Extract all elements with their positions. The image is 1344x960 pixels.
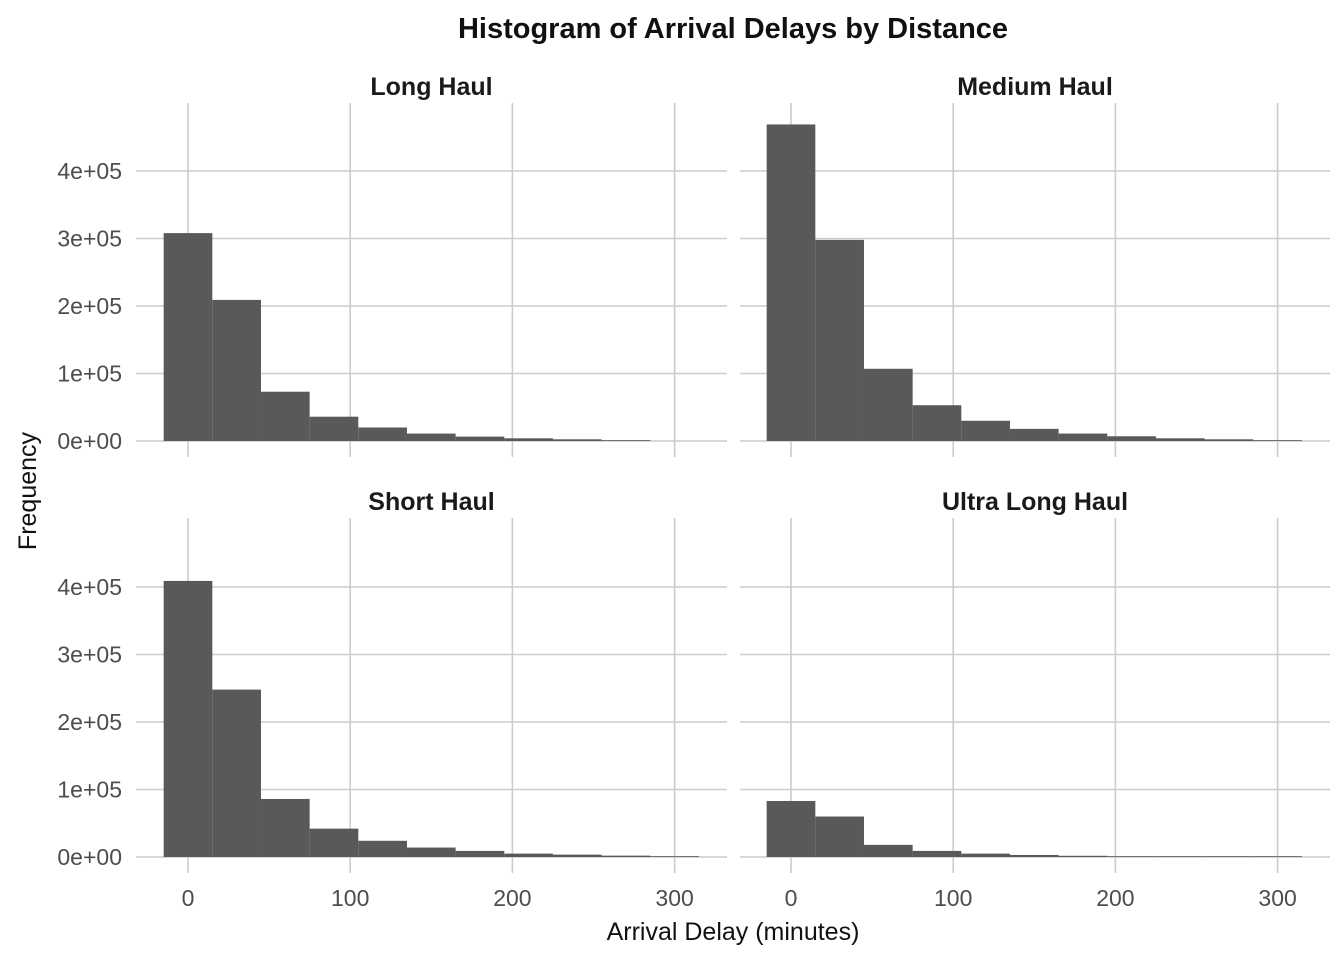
y-tick-label: 1e+05 [57, 361, 122, 387]
y-axis-tick-labels: 0e+00 1e+05 2e+05 3e+05 4e+05 0e+00 1e+05 2e+05… [57, 158, 122, 870]
histogram-bar [1155, 856, 1205, 857]
histogram-bar [455, 436, 505, 441]
histogram-bar [260, 798, 310, 857]
histogram-bar [358, 840, 407, 857]
x-tick-label: 200 [1096, 885, 1134, 911]
histogram-bar [961, 420, 1010, 441]
histogram-bar [309, 416, 359, 441]
facet-panel: Ultra Long Haul [740, 488, 1330, 873]
histogram-bar [406, 847, 456, 857]
facet-panel: Short Haul [136, 488, 727, 873]
x-axis-title: Arrival Delay (minutes) [607, 918, 860, 946]
facet-strip-label: Medium Haul [957, 73, 1113, 101]
histogram-bar [1058, 433, 1108, 441]
histogram-bar [212, 689, 261, 857]
facet-strip-label: Short Haul [368, 488, 494, 516]
histogram-bar [455, 850, 505, 857]
x-tick-label: 0 [785, 885, 798, 911]
histogram-bar [309, 828, 359, 857]
histogram-bar [552, 439, 602, 441]
x-axis-tick-labels: 0 100 200 300 0 100 200 300 [182, 885, 1297, 911]
histogram-bar [504, 438, 553, 441]
x-tick-label: 100 [934, 885, 972, 911]
histogram-bar [552, 854, 602, 857]
histogram-bar [358, 427, 407, 441]
histogram-bar [601, 855, 651, 857]
y-axis-title: Frequency [14, 431, 42, 550]
y-tick-label: 3e+05 [57, 642, 122, 668]
histogram-bar [912, 405, 962, 441]
facet-strip-label: Long Haul [370, 73, 492, 101]
x-tick-label: 300 [655, 885, 693, 911]
y-tick-label: 1e+05 [57, 777, 122, 803]
histogram-bar [1204, 856, 1254, 857]
histogram-bar [766, 124, 816, 442]
histogram-bar [912, 850, 962, 857]
histogram-bar [504, 853, 553, 857]
y-tick-label: 4e+05 [57, 574, 122, 600]
histogram-bar [863, 844, 913, 857]
x-tick-label: 100 [331, 885, 369, 911]
y-tick-label: 0e+00 [57, 844, 122, 870]
histogram-bar [1058, 855, 1108, 857]
chart-title: Histogram of Arrival Delays by Distance [458, 13, 1008, 45]
histogram-bar [1204, 439, 1254, 441]
y-tick-label: 0e+00 [57, 428, 122, 454]
histogram-bar [601, 440, 651, 441]
histogram-bar [1009, 428, 1059, 441]
histogram-bar [961, 853, 1010, 857]
histogram-bar [406, 433, 456, 441]
histogram-bar [863, 368, 913, 441]
x-tick-label: 200 [493, 885, 531, 911]
histogram-bar [212, 299, 261, 441]
histogram-bar [1107, 856, 1156, 857]
histogram-bar [650, 856, 699, 857]
facet-panels: Long Haul Medium Haul Short Haul Ultra Long… [136, 73, 1330, 873]
histogram-bar [163, 233, 213, 441]
histogram-bar [1253, 440, 1302, 441]
histogram-bar [815, 239, 864, 441]
y-tick-label: 2e+05 [57, 293, 122, 319]
histogram-bar [260, 391, 310, 441]
facet-panel: Long Haul [136, 73, 727, 457]
histogram-bar [1155, 438, 1205, 441]
y-tick-label: 2e+05 [57, 709, 122, 735]
histogram-bar [815, 816, 864, 857]
facet-strip-label: Ultra Long Haul [942, 488, 1128, 516]
y-tick-label: 3e+05 [57, 226, 122, 252]
histogram-bar [1107, 436, 1156, 441]
facet-panel: Medium Haul [740, 73, 1330, 457]
y-tick-label: 4e+05 [57, 158, 122, 184]
histogram-bar [1253, 856, 1302, 857]
histogram-bar [163, 580, 213, 857]
x-tick-label: 300 [1258, 885, 1296, 911]
histogram-bar [1009, 854, 1059, 857]
x-tick-label: 0 [182, 885, 195, 911]
histogram-bar [766, 800, 816, 857]
